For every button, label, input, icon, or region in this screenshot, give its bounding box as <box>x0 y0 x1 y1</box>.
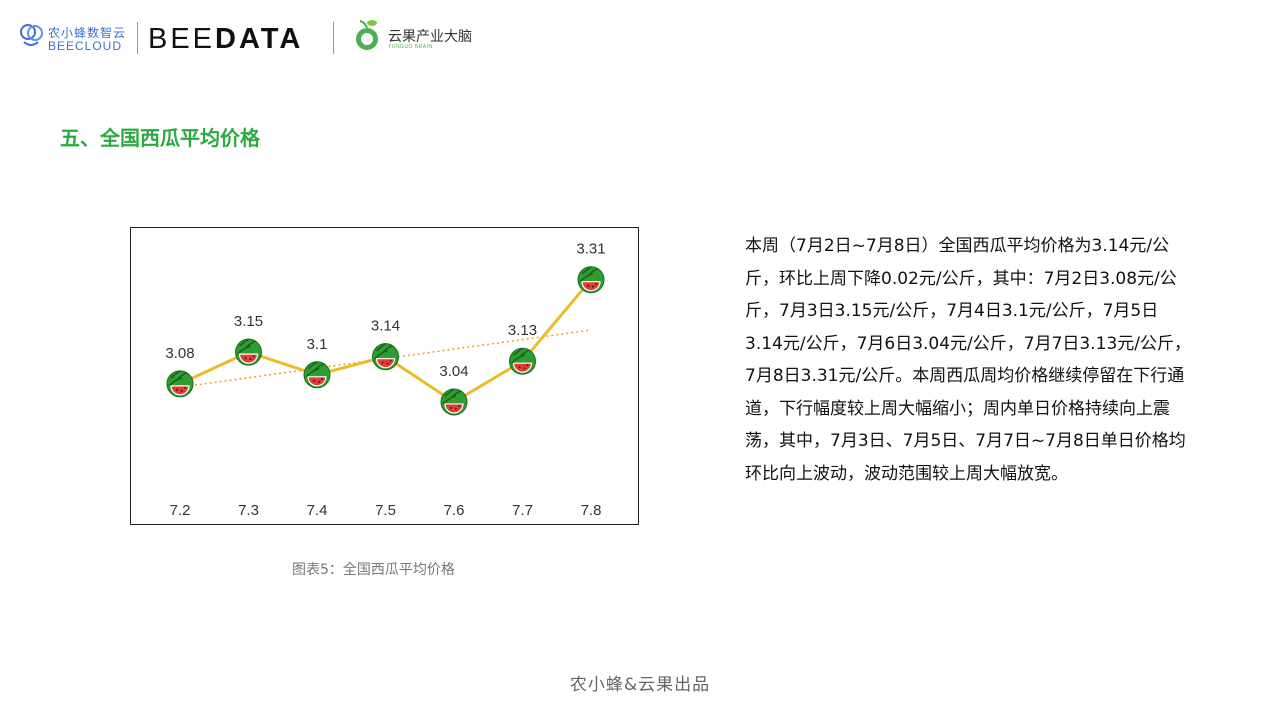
x-tick-label: 7.7 <box>512 502 533 519</box>
yunguo-cn-label: 云果产业大脑 <box>388 29 472 45</box>
beedata-logo: BEEDATA <box>148 24 303 54</box>
data-label: 3.04 <box>439 363 468 380</box>
data-label: 3.14 <box>371 318 400 335</box>
watermelon-icon <box>440 388 468 416</box>
watermelon-icon <box>166 370 194 398</box>
watermelon-icon <box>577 266 605 294</box>
price-line-chart: 3.08 3.15 3.1 3.14 3.04 3.13 3.31 7.2 7.3 7.4 7.5 7… <box>165 241 605 519</box>
chart-caption: 图表5：全国西瓜平均价格 <box>292 562 455 578</box>
x-tick-label: 7.2 <box>170 502 191 519</box>
bee-icon <box>20 24 43 46</box>
beecloud-en-label: BEECLOUD <box>48 39 123 53</box>
beedata-logo-part-a: BEE <box>148 23 216 55</box>
data-label: 3.15 <box>234 313 263 330</box>
header-bar: 农小蜂数智云 BEECLOUD BEEDATA 云果产业大脑 YUNGUO BR… <box>0 0 1280 78</box>
watermelon-icon <box>303 361 331 389</box>
yunguo-en-label: YUNGUO BRAIN <box>388 44 433 50</box>
x-tick-label: 7.3 <box>238 502 259 519</box>
beecloud-logo: 农小蜂数智云 BEECLOUD <box>18 20 133 56</box>
x-tick-label: 7.4 <box>307 502 328 519</box>
watermelon-icon <box>235 338 262 366</box>
data-label: 3.1 <box>307 336 328 353</box>
x-tick-label: 7.5 <box>375 502 396 519</box>
beedata-logo-part-b: DATA <box>215 23 304 55</box>
data-label: 3.13 <box>508 322 537 339</box>
yunguo-logo: 云果产业大脑 YUNGUO BRAIN <box>352 18 482 58</box>
section-title: 五、全国西瓜平均价格 <box>60 126 260 150</box>
x-tick-label: 7.8 <box>581 502 602 519</box>
price-chart: 3.08 3.15 3.1 3.14 3.04 3.13 3.31 7.2 7.3 7.4 7.5 7… <box>130 227 639 525</box>
data-label: 3.08 <box>165 345 194 362</box>
beecloud-cn-label: 农小蜂数智云 <box>48 26 127 40</box>
header-divider <box>137 22 138 54</box>
data-label: 3.31 <box>576 241 605 258</box>
watermelon-icon <box>372 343 399 371</box>
description-text: 本周（7月2日~7月8日）全国西瓜平均价格为3.14元/公斤，环比上周下降0.0… <box>745 230 1195 490</box>
x-tick-label: 7.6 <box>444 502 465 519</box>
header-divider <box>333 22 334 54</box>
watermelon-icon <box>509 347 536 375</box>
trendline <box>179 329 592 388</box>
fruit-icon <box>356 20 378 50</box>
footer-credit: 农小蜂&云果出品 <box>569 675 711 695</box>
description-paragraph: 本周（7月2日~7月8日）全国西瓜平均价格为3.14元/公斤，环比上周下降0.0… <box>745 236 1192 484</box>
